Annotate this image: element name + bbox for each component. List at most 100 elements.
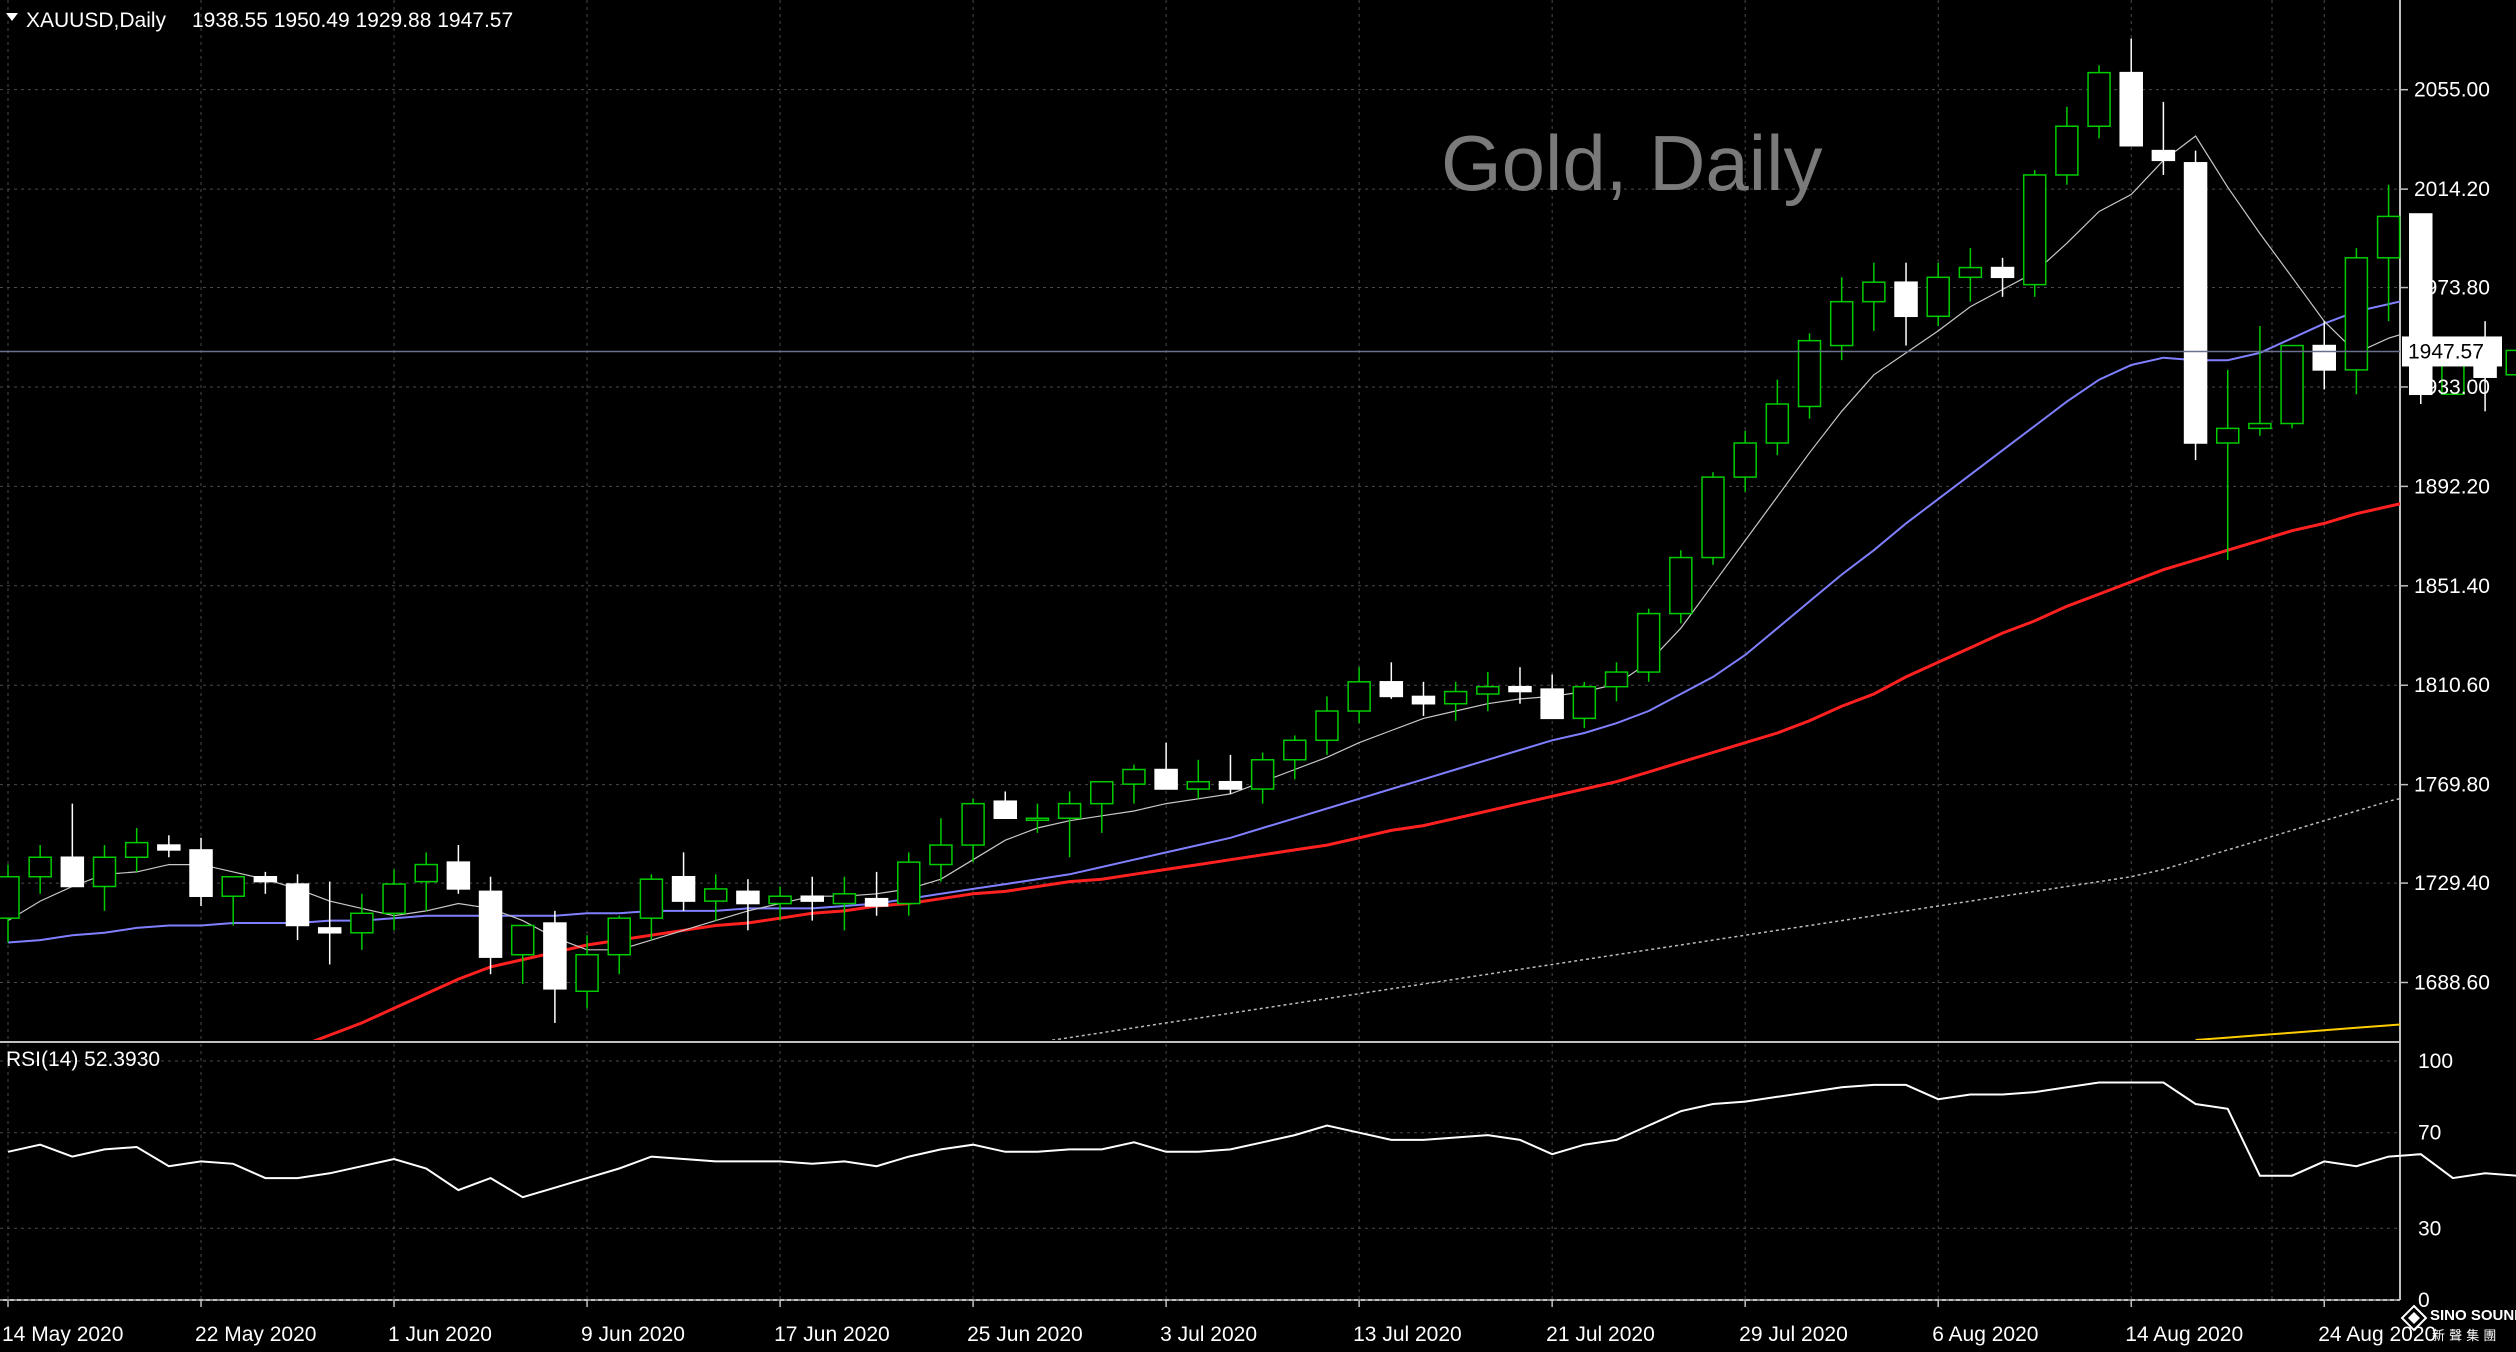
bullish-candle[interactable] (961, 798, 985, 863)
bullish-candle[interactable] (1926, 262, 1950, 327)
bullish-candle[interactable] (1347, 667, 1371, 724)
bullish-candle[interactable] (1443, 681, 1468, 721)
bearish-candle[interactable] (157, 835, 181, 858)
bullish-candle[interactable] (832, 876, 857, 931)
bearish-candle[interactable] (864, 871, 889, 916)
candle-body (1636, 612, 1661, 673)
bullish-candle[interactable] (929, 818, 953, 882)
candle-body (1057, 802, 1082, 820)
bullish-candle[interactable] (1733, 430, 1757, 492)
bearish-candle[interactable] (736, 879, 760, 931)
bearish-candle[interactable] (253, 871, 278, 894)
candle-body (1797, 339, 1822, 408)
bearish-candle[interactable] (1894, 262, 1918, 346)
bearish-candle[interactable] (2312, 321, 2336, 390)
bearish-candle[interactable] (1508, 667, 1532, 704)
rsi-tick-label: 70 (2418, 1122, 2441, 1145)
price-axis[interactable]: 2055.00 2014.20 1973.80 1933.00 1892.20 1851.… (2400, 79, 2490, 995)
bullish-candle[interactable] (0, 864, 20, 943)
bearish-candle[interactable] (1540, 674, 1564, 720)
bullish-candle[interactable] (768, 886, 792, 921)
bullish-candle[interactable] (1862, 262, 1886, 331)
bullish-candle[interactable] (1669, 550, 1693, 624)
bullish-candle[interactable] (639, 874, 664, 941)
bearish-candle[interactable] (1154, 742, 1178, 790)
bullish-candle[interactable] (1476, 672, 1500, 712)
bullish-candle[interactable] (1829, 277, 1854, 361)
candlesticks[interactable] (0, 38, 2516, 1023)
time-axis[interactable]: 14 May 2020 22 May 2020 1 Jun 2020 9 Jun 20… (2, 1300, 2436, 1346)
rsi-axis[interactable]: 100 70 30 0 (2418, 1050, 2453, 1312)
bearish-candle[interactable] (2151, 101, 2176, 175)
bullish-candle[interactable] (897, 852, 921, 916)
candle-body (1894, 281, 1918, 318)
price-tick-label: 2014.20 (2414, 178, 2490, 201)
price-tick-label: 1810.60 (2414, 674, 2490, 697)
bullish-candle[interactable] (2505, 346, 2516, 397)
candle-body (28, 856, 52, 878)
bullish-candle[interactable] (414, 852, 438, 911)
bearish-candle[interactable] (1379, 662, 1404, 699)
bullish-candle[interactable] (510, 924, 535, 984)
bearish-candle[interactable] (1411, 681, 1436, 716)
bearish-candle[interactable] (2119, 38, 2143, 147)
bullish-candle[interactable] (2248, 326, 2272, 436)
bullish-candle[interactable] (703, 874, 728, 921)
candle-body (1829, 300, 1854, 347)
bullish-candle[interactable] (2055, 106, 2079, 185)
bearish-candle[interactable] (1990, 257, 2015, 297)
bullish-candle[interactable] (2376, 184, 2401, 322)
bullish-candle[interactable] (1765, 379, 1790, 456)
symbol-header[interactable]: XAUUSD,Daily 1938.55 1950.49 1929.88 194… (6, 9, 513, 32)
bullish-candle[interactable] (1283, 735, 1307, 780)
bearish-candle[interactable] (60, 803, 85, 888)
bullish-candle[interactable] (1315, 696, 1339, 755)
bearish-candle[interactable] (285, 874, 310, 941)
bullish-candle[interactable] (2215, 369, 2240, 560)
bullish-candle[interactable] (1572, 681, 1597, 729)
bullish-candle[interactable] (382, 869, 406, 931)
bullish-candle[interactable] (28, 845, 52, 894)
bullish-candle[interactable] (575, 935, 599, 1009)
bullish-candle[interactable] (221, 875, 245, 926)
bullish-candle[interactable] (2087, 65, 2111, 139)
bearish-candle[interactable] (317, 881, 342, 965)
bullish-candle[interactable] (1057, 791, 1082, 858)
time-tick-label: 1 Jun 2020 (388, 1323, 492, 1346)
candle-body (478, 890, 503, 958)
triangle-down-icon[interactable] (6, 13, 18, 21)
bullish-candle[interactable] (1090, 780, 1114, 833)
bullish-candle[interactable] (1797, 333, 1822, 419)
bearish-candle[interactable] (1218, 754, 1243, 794)
bullish-candle[interactable] (1636, 608, 1661, 682)
candle-body (736, 890, 760, 905)
bullish-candle[interactable] (350, 893, 374, 950)
candle-body (1926, 276, 1950, 318)
bullish-candle[interactable] (2280, 344, 2304, 429)
candle-body (1411, 695, 1436, 705)
candle-body (446, 861, 471, 890)
bullish-candle[interactable] (1604, 662, 1629, 702)
bullish-candle[interactable] (92, 845, 117, 911)
bearish-candle[interactable] (800, 876, 824, 921)
bearish-candle[interactable] (671, 852, 696, 911)
bullish-candle[interactable] (1186, 759, 1211, 799)
bullish-candle[interactable] (1250, 752, 1275, 804)
current-price-label: 1947.57 (2408, 340, 2484, 363)
bullish-candle[interactable] (1122, 764, 1146, 804)
bearish-candle[interactable] (478, 876, 503, 975)
bearish-candle[interactable] (2183, 150, 2208, 461)
bearish-candle[interactable] (543, 910, 567, 1023)
bearish-candle[interactable] (189, 837, 213, 906)
bullish-candle[interactable] (2344, 248, 2369, 395)
bullish-candle[interactable] (2022, 170, 2047, 297)
bearish-candle[interactable] (446, 845, 471, 894)
bullish-candle[interactable] (1025, 803, 1050, 833)
bullish-candle[interactable] (607, 915, 631, 975)
bullish-candle[interactable] (1701, 472, 1725, 565)
bearish-candle[interactable] (993, 791, 1018, 820)
bullish-candle[interactable] (124, 828, 149, 872)
candle-body (382, 883, 406, 915)
bullish-candle[interactable] (1958, 248, 1983, 302)
